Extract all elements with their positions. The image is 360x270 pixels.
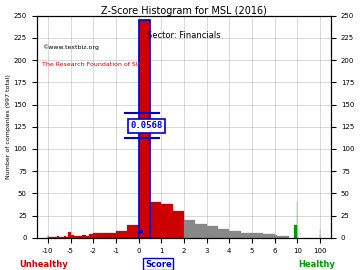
Bar [240, 232, 252, 238]
Bar [48, 237, 50, 238]
Bar [286, 236, 289, 238]
Bar [71, 235, 74, 238]
Bar [55, 237, 57, 238]
Bar [62, 237, 64, 238]
Bar [64, 236, 66, 238]
Bar [139, 20, 150, 238]
Bar [150, 202, 161, 238]
Text: Sector: Financials: Sector: Financials [147, 31, 221, 40]
Bar [57, 236, 59, 238]
Bar [59, 237, 62, 238]
Bar [207, 226, 218, 238]
Bar [218, 229, 229, 238]
Bar [66, 237, 68, 238]
Bar [89, 234, 93, 238]
Bar [78, 236, 82, 238]
Bar [82, 235, 86, 238]
Text: Score: Score [145, 260, 172, 269]
Bar [161, 204, 172, 238]
Bar [280, 236, 283, 238]
Bar [86, 236, 89, 238]
Bar [116, 231, 127, 238]
Text: Healthy: Healthy [298, 260, 335, 269]
Bar [172, 211, 184, 238]
Bar [93, 234, 104, 238]
Text: ©www.textbiz.org: ©www.textbiz.org [42, 45, 99, 50]
Text: 0.0568: 0.0568 [131, 121, 163, 130]
Bar [263, 234, 275, 238]
Bar [74, 236, 78, 238]
Text: Unhealthy: Unhealthy [19, 260, 68, 269]
Bar [104, 232, 116, 238]
Bar [229, 231, 240, 238]
Bar [294, 225, 297, 238]
Bar [53, 237, 55, 238]
Bar [252, 234, 263, 238]
Bar [278, 236, 280, 238]
Bar [50, 237, 53, 238]
Y-axis label: Number of companies (997 total): Number of companies (997 total) [5, 74, 10, 179]
Bar [275, 235, 278, 238]
Bar [195, 224, 207, 238]
Text: The Research Foundation of SUNY: The Research Foundation of SUNY [42, 62, 149, 67]
Bar [68, 232, 71, 238]
Bar [283, 236, 286, 238]
Bar [139, 20, 150, 238]
Title: Z-Score Histogram for MSL (2016): Z-Score Histogram for MSL (2016) [101, 6, 267, 16]
Bar [184, 220, 195, 238]
Bar [127, 225, 139, 238]
